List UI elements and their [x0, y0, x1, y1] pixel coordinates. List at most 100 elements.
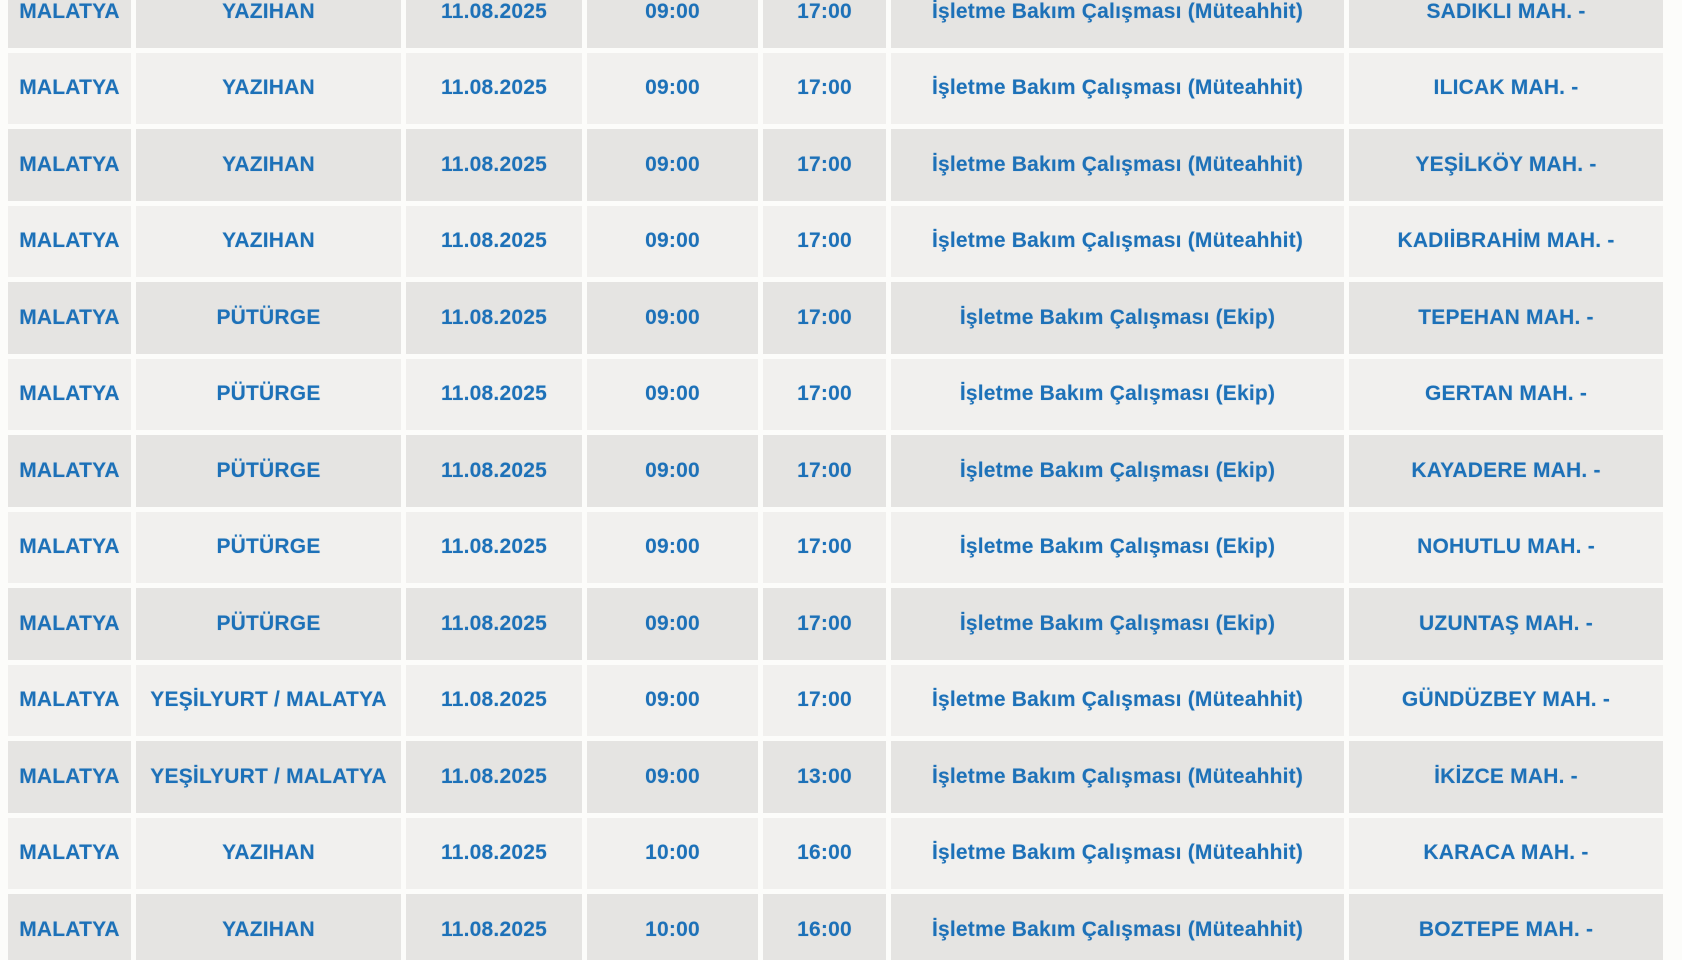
cell-district: YEŞİLYURT / MALATYA [136, 664, 401, 736]
cell-start-time: 09:00 [587, 435, 758, 507]
cell-city: MALATYA [8, 129, 131, 201]
cell-district: PÜTÜRGE [136, 282, 401, 354]
cell-end-time: 17:00 [763, 588, 886, 660]
cell-city: MALATYA [8, 205, 131, 277]
cell-date: 11.08.2025 [406, 358, 582, 430]
cell-city: MALATYA [8, 511, 131, 583]
cell-start-time: 09:00 [587, 741, 758, 813]
cell-date: 11.08.2025 [406, 817, 582, 889]
cell-area: NOHUTLU MAH. - [1349, 511, 1663, 583]
cell-end-time: 17:00 [763, 0, 886, 48]
cell-reason: İşletme Bakım Çalışması (Müteahhit) [891, 817, 1344, 889]
cell-area: İKİZCE MAH. - [1349, 741, 1663, 813]
cell-end-time: 17:00 [763, 511, 886, 583]
cell-date: 11.08.2025 [406, 588, 582, 660]
cell-area: KADIİBRAHİM MAH. - [1349, 205, 1663, 277]
table-row: MALATYA YAZIHAN 11.08.2025 09:00 17:00 İ… [8, 129, 1663, 201]
cell-date: 11.08.2025 [406, 664, 582, 736]
cell-start-time: 09:00 [587, 511, 758, 583]
cell-end-time: 13:00 [763, 741, 886, 813]
cell-area: YEŞİLKÖY MAH. - [1349, 129, 1663, 201]
cell-end-time: 17:00 [763, 664, 886, 736]
cell-city: MALATYA [8, 741, 131, 813]
table-row: MALATYA YEŞİLYURT / MALATYA 11.08.2025 0… [8, 741, 1663, 813]
cell-date: 11.08.2025 [406, 0, 582, 48]
cell-end-time: 17:00 [763, 129, 886, 201]
cell-city: MALATYA [8, 435, 131, 507]
table-row: MALATYA PÜTÜRGE 11.08.2025 09:00 17:00 İ… [8, 282, 1663, 354]
cell-end-time: 17:00 [763, 52, 886, 124]
cell-district: PÜTÜRGE [136, 511, 401, 583]
cell-reason: İşletme Bakım Çalışması (Müteahhit) [891, 52, 1344, 124]
cell-city: MALATYA [8, 52, 131, 124]
cell-reason: İşletme Bakım Çalışması (Müteahhit) [891, 205, 1344, 277]
cell-start-time: 09:00 [587, 664, 758, 736]
cell-end-time: 17:00 [763, 435, 886, 507]
cell-area: ILICAK MAH. - [1349, 52, 1663, 124]
cell-district: PÜTÜRGE [136, 435, 401, 507]
cell-reason: İşletme Bakım Çalışması (Ekip) [891, 282, 1344, 354]
cell-end-time: 17:00 [763, 205, 886, 277]
cell-area: TEPEHAN MAH. - [1349, 282, 1663, 354]
cell-district: YAZIHAN [136, 52, 401, 124]
cell-city: MALATYA [8, 588, 131, 660]
cell-date: 11.08.2025 [406, 282, 582, 354]
cell-area: KAYADERE MAH. - [1349, 435, 1663, 507]
cell-city: MALATYA [8, 817, 131, 889]
cell-district: YAZIHAN [136, 205, 401, 277]
cell-date: 11.08.2025 [406, 741, 582, 813]
cell-end-time: 16:00 [763, 817, 886, 889]
table-row: MALATYA PÜTÜRGE 11.08.2025 09:00 17:00 İ… [8, 511, 1663, 583]
cell-start-time: 09:00 [587, 52, 758, 124]
cell-start-time: 09:00 [587, 205, 758, 277]
cell-area: BOZTEPE MAH. - [1349, 894, 1663, 960]
cell-district: YEŞİLYURT / MALATYA [136, 741, 401, 813]
cell-end-time: 17:00 [763, 358, 886, 430]
cell-reason: İşletme Bakım Çalışması (Ekip) [891, 358, 1344, 430]
cell-reason: İşletme Bakım Çalışması (Ekip) [891, 588, 1344, 660]
table-row: MALATYA YAZIHAN 11.08.2025 09:00 17:00 İ… [8, 52, 1663, 124]
cell-date: 11.08.2025 [406, 894, 582, 960]
cell-date: 11.08.2025 [406, 205, 582, 277]
cell-district: YAZIHAN [136, 0, 401, 48]
cell-city: MALATYA [8, 282, 131, 354]
cell-start-time: 10:00 [587, 894, 758, 960]
cell-city: MALATYA [8, 664, 131, 736]
cell-date: 11.08.2025 [406, 129, 582, 201]
cell-reason: İşletme Bakım Çalışması (Müteahhit) [891, 0, 1344, 48]
outage-table-body: MALATYA YAZIHAN 11.08.2025 09:00 17:00 İ… [8, 0, 1663, 960]
cell-city: MALATYA [8, 894, 131, 960]
cell-reason: İşletme Bakım Çalışması (Ekip) [891, 435, 1344, 507]
cell-city: MALATYA [8, 358, 131, 430]
cell-area: GERTAN MAH. - [1349, 358, 1663, 430]
cell-area: UZUNTAŞ MAH. - [1349, 588, 1663, 660]
table-row: MALATYA YAZIHAN 11.08.2025 09:00 17:00 İ… [8, 205, 1663, 277]
cell-start-time: 09:00 [587, 588, 758, 660]
cell-reason: İşletme Bakım Çalışması (Müteahhit) [891, 664, 1344, 736]
cell-start-time: 09:00 [587, 282, 758, 354]
cell-district: YAZIHAN [136, 129, 401, 201]
table-row: MALATYA PÜTÜRGE 11.08.2025 09:00 17:00 İ… [8, 588, 1663, 660]
table-row: MALATYA YEŞİLYURT / MALATYA 11.08.2025 0… [8, 664, 1663, 736]
cell-district: YAZIHAN [136, 894, 401, 960]
cell-end-time: 16:00 [763, 894, 886, 960]
cell-reason: İşletme Bakım Çalışması (Müteahhit) [891, 894, 1344, 960]
cell-reason: İşletme Bakım Çalışması (Müteahhit) [891, 129, 1344, 201]
cell-start-time: 09:00 [587, 0, 758, 48]
cell-area: KARACA MAH. - [1349, 817, 1663, 889]
cell-reason: İşletme Bakım Çalışması (Müteahhit) [891, 741, 1344, 813]
table-row: MALATYA YAZIHAN 11.08.2025 10:00 16:00 İ… [8, 817, 1663, 889]
cell-date: 11.08.2025 [406, 52, 582, 124]
cell-start-time: 10:00 [587, 817, 758, 889]
cell-area: SADIKLI MAH. - [1349, 0, 1663, 48]
table-row: MALATYA PÜTÜRGE 11.08.2025 09:00 17:00 İ… [8, 358, 1663, 430]
cell-district: PÜTÜRGE [136, 588, 401, 660]
power-outage-table: MALATYA YAZIHAN 11.08.2025 09:00 17:00 İ… [3, 0, 1668, 960]
cell-district: YAZIHAN [136, 817, 401, 889]
cell-date: 11.08.2025 [406, 435, 582, 507]
table-row: MALATYA YAZIHAN 11.08.2025 09:00 17:00 İ… [8, 0, 1663, 48]
cell-end-time: 17:00 [763, 282, 886, 354]
cell-district: PÜTÜRGE [136, 358, 401, 430]
cell-date: 11.08.2025 [406, 511, 582, 583]
